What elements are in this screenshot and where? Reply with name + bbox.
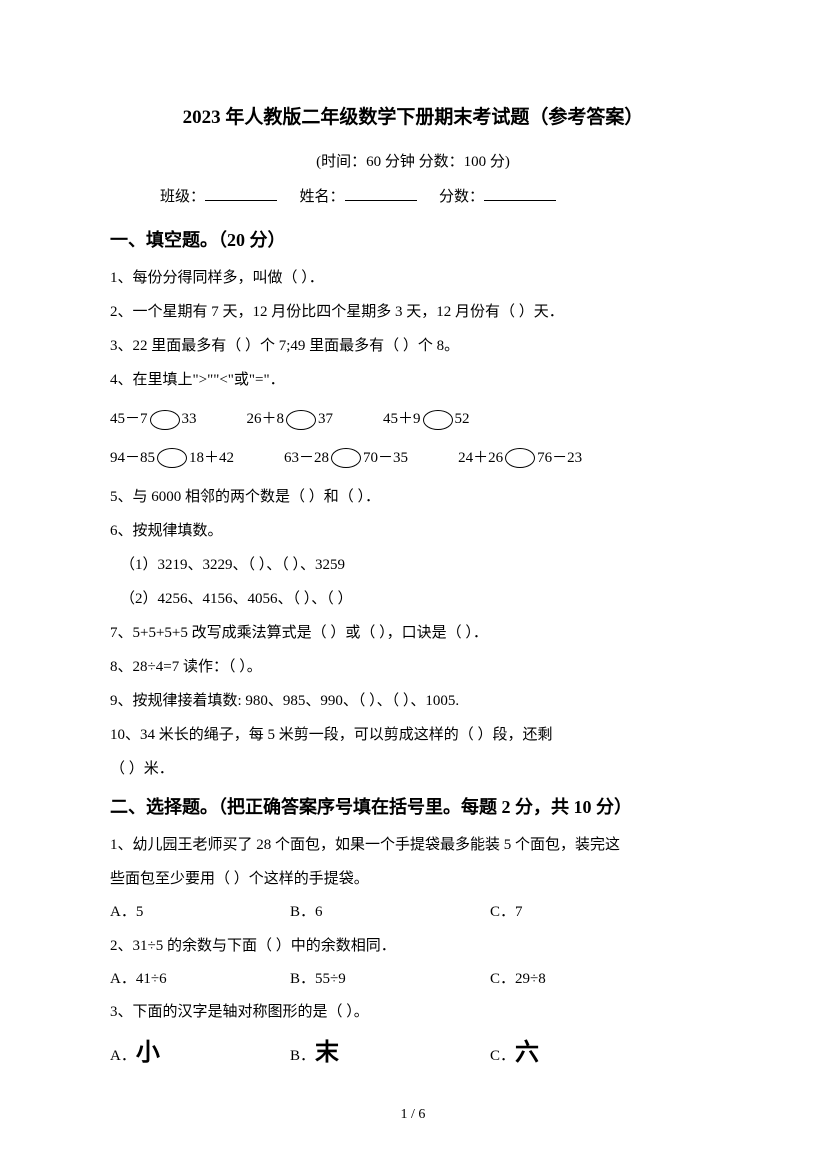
s1-q5: 5、与 6000 相邻的两个数是（ ）和（ ）． — [110, 482, 716, 512]
s2-q2-options: A．41÷6 B．55÷9 C．29÷8 — [110, 965, 716, 994]
c2c-right: 76－23 — [537, 444, 582, 473]
c1b-left: 26＋8 — [247, 405, 285, 434]
c2b-right: 70－35 — [363, 444, 408, 473]
compare-row-2: 94－85 18＋42 63－28 70－35 24＋26 76－23 — [110, 444, 716, 473]
s2-q2-b: B．55÷9 — [290, 965, 490, 994]
c1c-right: 52 — [455, 405, 470, 434]
oval-blank — [286, 410, 316, 430]
oval-blank — [423, 410, 453, 430]
s1-q6-2: （2）4256、4156、4056、（ ）、（ ） — [110, 584, 716, 614]
score-label: 分数： — [439, 189, 484, 205]
s2-q3-a-pre: A． — [110, 1048, 136, 1064]
c1a-right: 33 — [182, 405, 197, 434]
s1-q10-2: （ ）米． — [110, 754, 716, 784]
compare-2c: 24＋26 76－23 — [458, 444, 582, 473]
s2-q2: 2、31÷5 的余数与下面（ ）中的余数相同． — [110, 931, 716, 961]
s2-q3-a: A．小 — [110, 1031, 290, 1077]
s2-q3: 3、下面的汉字是轴对称图形的是（ ）。 — [110, 997, 716, 1027]
c1a-left: 45－7 — [110, 405, 148, 434]
oval-blank — [150, 410, 180, 430]
s2-q3-c-pre: C． — [490, 1048, 515, 1064]
s1-q6: 6、按规律填数。 — [110, 516, 716, 546]
s2-q3-b: B．末 — [290, 1031, 490, 1077]
oval-blank — [505, 448, 535, 468]
oval-blank — [331, 448, 361, 468]
s2-q2-c: C．29÷8 — [490, 965, 716, 994]
name-label: 姓名： — [300, 189, 345, 205]
name-blank — [345, 184, 417, 201]
s1-q1: 1、每份分得同样多，叫做（ ）． — [110, 263, 716, 293]
oval-blank — [157, 448, 187, 468]
s1-q3: 3、22 里面最多有（ ）个 7;49 里面最多有（ ）个 8。 — [110, 331, 716, 361]
exam-title: 2023 年人教版二年级数学下册期末考试题（参考答案） — [110, 100, 716, 136]
compare-1a: 45－7 33 — [110, 405, 197, 434]
exam-subtitle: (时间：60 分钟 分数：100 分) — [110, 148, 716, 177]
c1c-left: 45＋9 — [383, 405, 421, 434]
s2-q3-c: C．六 — [490, 1031, 716, 1077]
s2-q1-options: A．5 B．6 C．7 — [110, 898, 716, 927]
s1-q7: 7、5+5+5+5 改写成乘法算式是（ ）或（ ），口诀是（ ）． — [110, 618, 716, 648]
class-blank — [205, 184, 277, 201]
page-number: 1 / 6 — [0, 1102, 826, 1129]
compare-2b: 63－28 70－35 — [284, 444, 408, 473]
c2a-right: 18＋42 — [189, 444, 234, 473]
c1b-right: 37 — [318, 405, 333, 434]
student-info: 班级： 姓名： 分数： — [110, 183, 716, 212]
s2-q3-b-char: 末 — [315, 1040, 339, 1066]
s2-q3-c-char: 六 — [515, 1040, 539, 1066]
s2-q2-a: A．41÷6 — [110, 965, 290, 994]
s1-q10: 10、34 米长的绳子，每 5 米剪一段，可以剪成这样的（ ）段，还剩 — [110, 720, 716, 750]
s2-q3-b-pre: B． — [290, 1048, 315, 1064]
compare-1b: 26＋8 37 — [247, 405, 334, 434]
s1-q8: 8、28÷4=7 读作：（ ）。 — [110, 652, 716, 682]
s2-q1-b: B．6 — [290, 898, 490, 927]
s2-q1-c: C．7 — [490, 898, 716, 927]
s1-q2: 2、一个星期有 7 天，12 月份比四个星期多 3 天，12 月份有（ ）天． — [110, 297, 716, 327]
score-blank — [484, 184, 556, 201]
s2-q3-options: A．小 B．末 C．六 — [110, 1031, 716, 1077]
compare-1c: 45＋9 52 — [383, 405, 470, 434]
s2-q1-l2: 些面包至少要用（ ）个这样的手提袋。 — [110, 864, 716, 894]
c2b-left: 63－28 — [284, 444, 329, 473]
class-label: 班级： — [160, 189, 205, 205]
section2-header: 二、选择题。（把正确答案序号填在括号里。每题 2 分，共 10 分） — [110, 790, 716, 824]
s1-q9: 9、按规律接着填数: 980、985、990、（ ）、（ ）、1005. — [110, 686, 716, 716]
section1-header: 一、填空题。（20 分） — [110, 223, 716, 257]
s2-q3-a-char: 小 — [136, 1040, 160, 1066]
c2c-left: 24＋26 — [458, 444, 503, 473]
s2-q1-l1: 1、幼儿园王老师买了 28 个面包，如果一个手提袋最多能装 5 个面包，装完这 — [110, 830, 716, 860]
compare-row-1: 45－7 33 26＋8 37 45＋9 52 — [110, 405, 716, 434]
s2-q1-a: A．5 — [110, 898, 290, 927]
c2a-left: 94－85 — [110, 444, 155, 473]
compare-2a: 94－85 18＋42 — [110, 444, 234, 473]
s1-q6-1: （1）3219、3229、（ ）、（ ）、3259 — [110, 550, 716, 580]
s1-q4: 4、在里填上">""<"或"="． — [110, 365, 716, 395]
